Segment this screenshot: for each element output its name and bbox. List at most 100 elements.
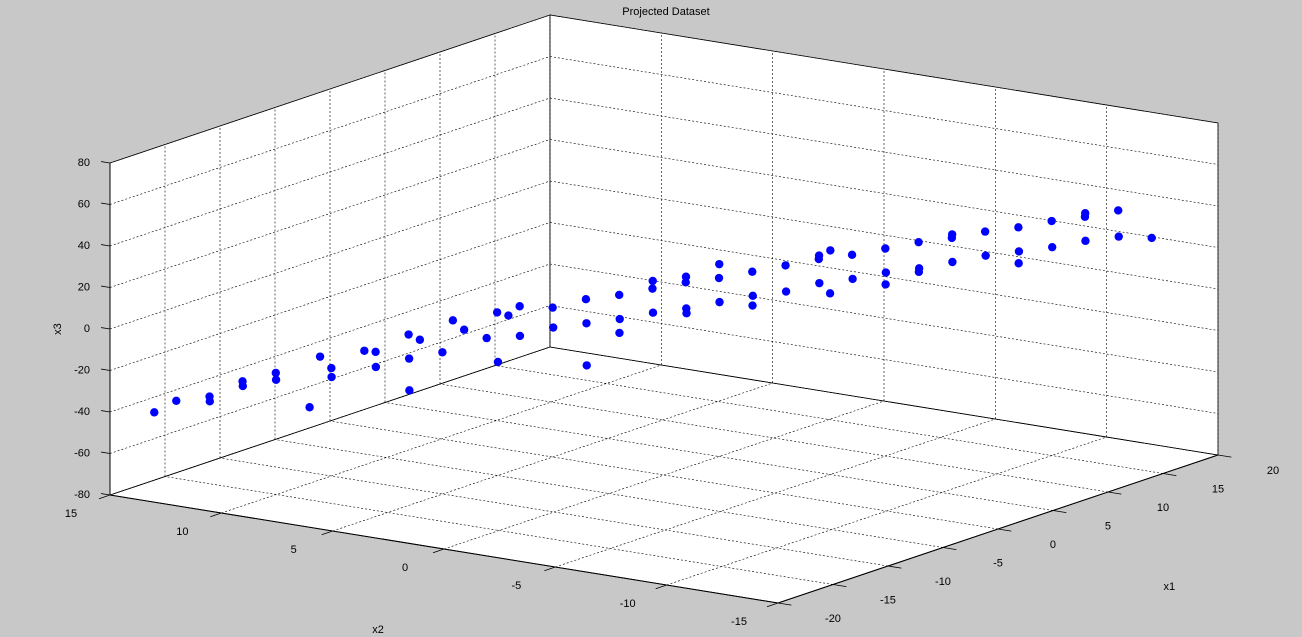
point <box>881 280 890 289</box>
point <box>549 323 558 332</box>
x3-tick-label: -20 <box>74 364 90 376</box>
x3-axis-label: x3 <box>52 323 64 335</box>
point <box>1014 247 1024 256</box>
point <box>150 408 159 417</box>
point <box>715 259 724 269</box>
chart-title: Projected Dataset <box>622 6 709 18</box>
point <box>405 386 414 395</box>
grid-line <box>274 439 944 548</box>
x1-tick-label: -20 <box>825 613 841 625</box>
point <box>548 303 557 312</box>
point <box>448 316 458 325</box>
tick-mark <box>832 584 847 588</box>
grid-line <box>221 364 662 514</box>
x1-tick-label: -10 <box>935 576 951 588</box>
point <box>781 287 791 296</box>
point <box>482 333 491 343</box>
point <box>515 302 524 311</box>
axis-line <box>109 494 779 604</box>
x1-tick-label: -5 <box>993 557 1003 569</box>
point <box>404 330 413 339</box>
tick-mark <box>101 410 111 413</box>
point <box>615 290 624 300</box>
grid-line <box>666 436 1107 586</box>
point <box>881 268 891 277</box>
grid-line <box>109 263 551 413</box>
point <box>1114 232 1123 241</box>
x1-tick-label: 5 <box>1105 520 1111 532</box>
grid-line <box>109 139 551 288</box>
point <box>1048 242 1057 252</box>
grid-line <box>109 222 551 371</box>
tick-mark <box>942 547 957 551</box>
point <box>438 348 447 357</box>
x2-tick-label: 5 <box>291 544 297 556</box>
point <box>404 354 414 363</box>
tick-mark <box>98 494 111 500</box>
point <box>1047 216 1056 226</box>
point <box>371 362 381 372</box>
point <box>948 257 957 267</box>
x1-tick-label: 15 <box>1212 483 1224 495</box>
x2-tick-label: 15 <box>65 508 77 520</box>
grid-line <box>109 97 551 247</box>
tick-mark <box>1052 510 1067 514</box>
tick-mark <box>101 161 111 164</box>
grid-line <box>109 180 551 330</box>
point <box>715 297 724 307</box>
tick-mark <box>321 530 333 536</box>
point <box>360 346 369 355</box>
tick-mark <box>1162 473 1177 477</box>
tick-mark <box>432 548 445 554</box>
tick-mark <box>101 202 111 205</box>
grid-line <box>555 418 996 568</box>
point <box>825 289 835 298</box>
grid-line <box>384 402 1054 511</box>
point <box>681 272 691 281</box>
grid-line <box>549 97 1219 207</box>
point <box>615 328 624 338</box>
x3-tick-label: 60 <box>78 198 90 210</box>
tick-mark <box>210 512 222 518</box>
point <box>459 325 469 334</box>
grid-line <box>109 56 551 205</box>
point <box>914 267 924 277</box>
x3-tick-label: -40 <box>74 406 90 418</box>
point <box>748 301 757 310</box>
point <box>815 278 824 288</box>
tick-mark <box>101 368 111 371</box>
grid-line <box>549 56 1219 165</box>
point <box>1147 233 1156 243</box>
point <box>493 357 503 367</box>
point <box>327 363 336 373</box>
point <box>238 377 247 386</box>
point <box>648 276 657 286</box>
point <box>682 309 691 318</box>
grid-line <box>549 263 1219 373</box>
x2-tick-label: -15 <box>731 616 747 628</box>
point <box>582 319 591 328</box>
point <box>814 251 824 260</box>
x2-tick-label: -10 <box>620 598 636 610</box>
point <box>271 375 281 384</box>
grid-line <box>549 139 1219 248</box>
x1-tick-label: 10 <box>1157 502 1169 514</box>
point <box>371 347 380 357</box>
tick-mark <box>777 602 792 606</box>
point <box>515 331 525 341</box>
x2-tick-label: 10 <box>176 526 188 538</box>
grid-line <box>549 180 1219 290</box>
grid-line <box>494 365 1164 474</box>
point <box>914 237 923 247</box>
point <box>980 227 990 236</box>
point <box>315 352 325 361</box>
point <box>271 368 280 378</box>
tick-mark <box>101 244 111 247</box>
point <box>305 403 314 412</box>
point <box>748 267 757 276</box>
point <box>415 335 425 344</box>
point <box>881 244 890 253</box>
point <box>492 308 502 317</box>
grid-line <box>109 14 551 164</box>
